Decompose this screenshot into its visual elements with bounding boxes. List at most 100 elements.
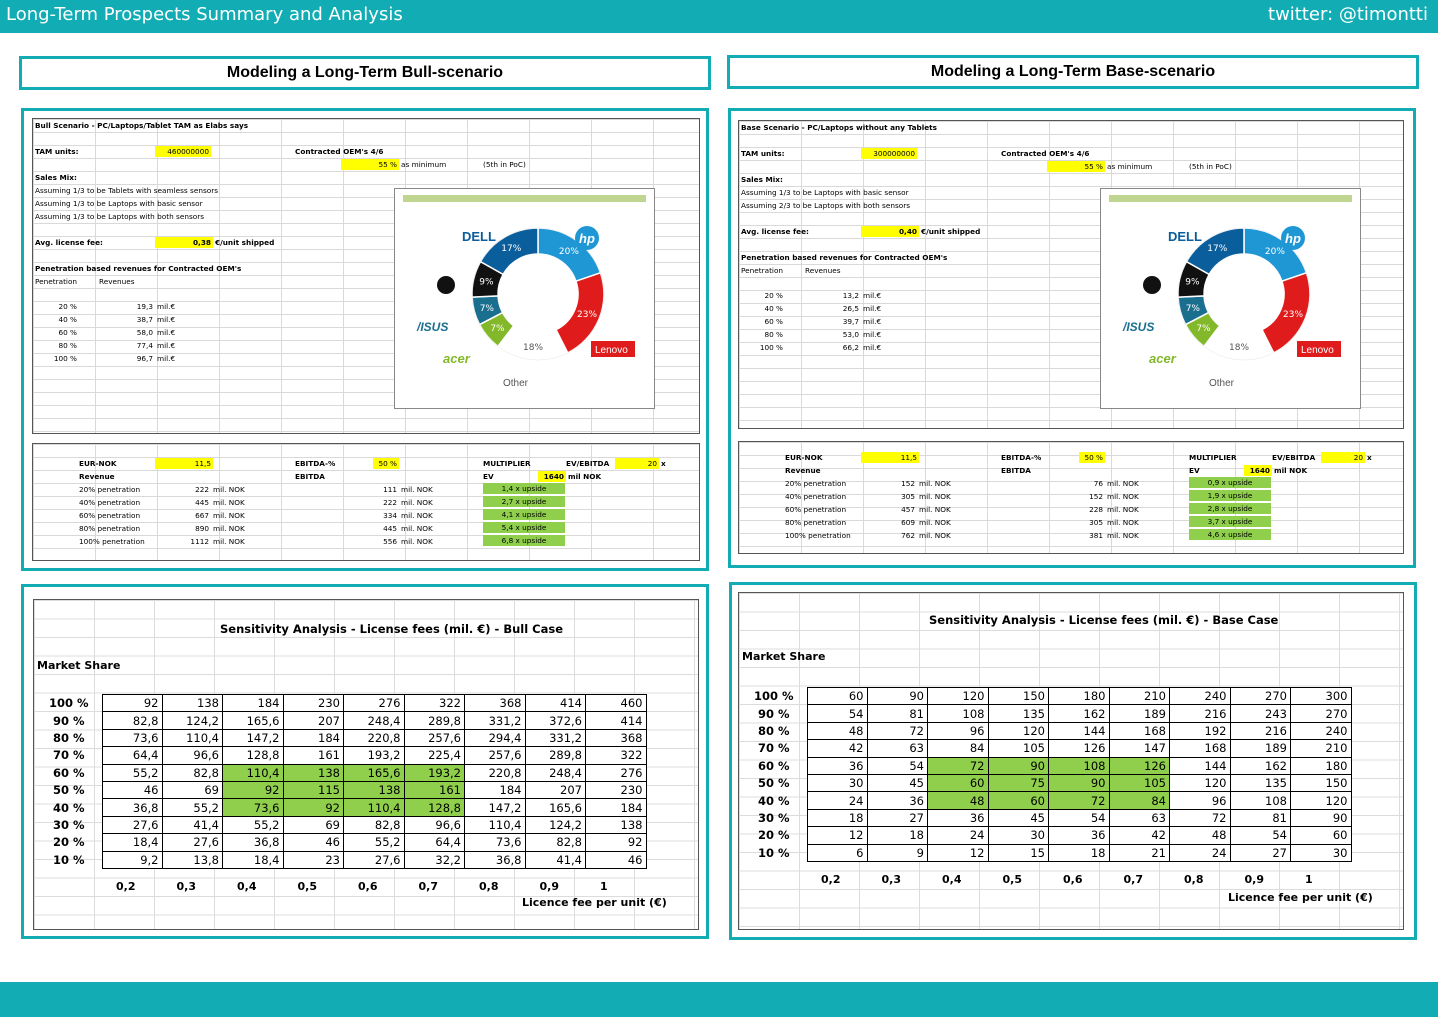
market-share-row-label: 50 % <box>52 783 85 798</box>
table-cell: 48 <box>806 721 868 741</box>
table-cell: 147,2 <box>464 798 526 817</box>
ebitda-label: EBITDA <box>295 472 325 481</box>
table-cell: 92 <box>585 833 647 852</box>
table-cell: 162 <box>1048 704 1110 723</box>
sensitivity-table: 100 % 60 90 120 150 180 210 240 270 300 90 % 54 81 10… <box>741 686 1352 862</box>
ev-label: EV <box>483 472 494 481</box>
sales-mix-label: Sales Mix: <box>35 173 77 182</box>
ev-ebitda-label: EV/EBITDA <box>1272 453 1316 462</box>
ev-value: 1640 <box>538 471 566 482</box>
table-cell: 270 <box>1229 686 1291 706</box>
table-cell: 248,4 <box>343 711 405 730</box>
revenue-label: Revenue <box>785 466 821 475</box>
table-cell: 193,2 <box>403 763 465 782</box>
base-sensitivity-sheet: Sensitivity Analysis - License fees (mil… <box>738 592 1404 930</box>
multiplier-label: MULTIPLIER <box>483 459 531 468</box>
fee-unit: €/unit shipped <box>921 227 981 236</box>
table-cell: 216 <box>1169 704 1231 723</box>
market-share-row-label: 20 % <box>52 835 85 850</box>
revenue-unit: mil. NOK <box>919 505 951 514</box>
base-valuation-sheet: EUR-NOK 11,5 EBITDA-% 50 % MULTIPLIER EV/EBIT… <box>738 441 1404 554</box>
table-cell: 92 <box>101 693 163 713</box>
scenario-title: Bull Scenario - PC/Laptops/Tablet TAM as… <box>35 121 249 130</box>
oem-pct: 55 % <box>341 159 399 170</box>
oem-pct: 55 % <box>1047 161 1105 172</box>
table-cell: 69 <box>282 815 344 835</box>
table-cell: 27,6 <box>161 833 223 852</box>
table-cell: 289,8 <box>403 711 465 730</box>
revenue-unit: mil.€ <box>863 343 882 352</box>
penetration-row-label: 40% penetration <box>79 498 141 507</box>
donut-label-dell: 17% <box>501 244 521 254</box>
table-cell: 138 <box>585 815 647 835</box>
table-cell: 248,4 <box>524 763 586 782</box>
base-model-panel: Base Scenario - PC/Laptops without any T… <box>728 108 1416 568</box>
table-cell: 105 <box>987 739 1049 758</box>
market-share-row-label: 60 % <box>52 765 85 780</box>
table-cell: 161 <box>403 780 465 800</box>
ebitda-unit: mil. NOK <box>401 498 433 507</box>
bull-sensitivity-sheet: Sensitivity Analysis - License fees (mil… <box>33 599 699 930</box>
revenue-value: 77,4 <box>136 341 153 350</box>
penetration-pct: 60 % <box>58 328 77 337</box>
table-cell: 207 <box>524 780 586 800</box>
market-share-label: Market Share <box>742 650 826 663</box>
tam-label: TAM units: <box>741 149 785 158</box>
scenario-title: Base Scenario - PC/Laptops without any T… <box>741 123 938 132</box>
upside-multiple: 6,8 x upside <box>483 535 565 546</box>
table-row: 70 % 42 63 84 105 126 147 168 189 210 <box>741 739 1352 758</box>
penetration-pct: 20 % <box>58 302 77 311</box>
table-cell: 36,8 <box>101 798 163 817</box>
table-cell: 69 <box>161 780 223 800</box>
ebitda-nok: 556 <box>383 537 397 546</box>
market-share-row-label: 90 % <box>52 713 85 728</box>
donut-label-asus: 7% <box>480 304 495 314</box>
sales-mix-item: Assuming 1/3 to be Tablets with seamless… <box>35 186 219 195</box>
ev-ebitda-value: 20 <box>615 458 659 469</box>
table-cell: 414 <box>524 693 586 713</box>
table-cell: 54 <box>866 756 928 775</box>
market-share-row-label: 70 % <box>757 741 790 756</box>
table-cell: 73,6 <box>222 798 284 817</box>
penetration-col: Penetration <box>35 277 78 286</box>
table-cell: 96,6 <box>403 815 465 835</box>
ebitda-unit: mil. NOK <box>401 485 433 494</box>
acer-logo: acer <box>1149 351 1177 366</box>
table-cell: 60 <box>1290 826 1352 845</box>
table-cell: 120 <box>1169 773 1231 793</box>
table-row: 40 % 36,8 55,2 73,6 92 110,4 128,8 147,2 165,6 18… <box>36 798 647 817</box>
license-fee-column-label: 1 <box>600 880 608 893</box>
table-cell: 110,4 <box>222 763 284 782</box>
table-cell: 30 <box>987 826 1049 845</box>
table-cell: 96 <box>1169 791 1231 810</box>
penetration-row-label: 100% penetration <box>79 537 145 546</box>
table-cell: 27 <box>866 808 928 828</box>
table-cell: 192 <box>1169 721 1231 741</box>
eur-nok-value: 11,5 <box>861 452 919 463</box>
table-cell: 193,2 <box>343 746 405 765</box>
table-cell: 243 <box>1229 704 1291 723</box>
table-cell: 45 <box>987 808 1049 828</box>
revenue-nok: 222 <box>195 485 209 494</box>
revenue-unit: mil.€ <box>863 304 882 313</box>
revenue-nok: 1112 <box>190 537 209 546</box>
ebitda-nok: 381 <box>1089 531 1103 540</box>
table-cell: 84 <box>1108 791 1170 810</box>
penetration-row-label: 80% penetration <box>785 518 847 527</box>
upside-multiple: 4,6 x upside <box>1189 529 1271 540</box>
ebitda-unit: mil. NOK <box>1107 479 1139 488</box>
ebitda-unit: mil. NOK <box>401 537 433 546</box>
revenue-nok: 609 <box>901 518 915 527</box>
table-cell: 276 <box>585 763 647 782</box>
sales-mix-item: Assuming 1/3 to be Laptops with basic se… <box>741 188 909 197</box>
revenue-value: 39,7 <box>842 317 859 326</box>
table-cell: 63 <box>866 739 928 758</box>
table-cell: 108 <box>1048 756 1110 775</box>
revenue-nok: 457 <box>901 505 915 514</box>
table-cell: 126 <box>1108 756 1170 775</box>
table-cell: 110,4 <box>464 815 526 835</box>
table-row: 30 % 18 27 36 45 54 63 72 81 90 <box>741 808 1352 828</box>
penetration-pct: 100 % <box>53 354 77 363</box>
sales-mix-item: Assuming 2/3 to be Laptops with both sen… <box>741 201 911 210</box>
upside-multiple: 0,9 x upside <box>1189 477 1271 488</box>
